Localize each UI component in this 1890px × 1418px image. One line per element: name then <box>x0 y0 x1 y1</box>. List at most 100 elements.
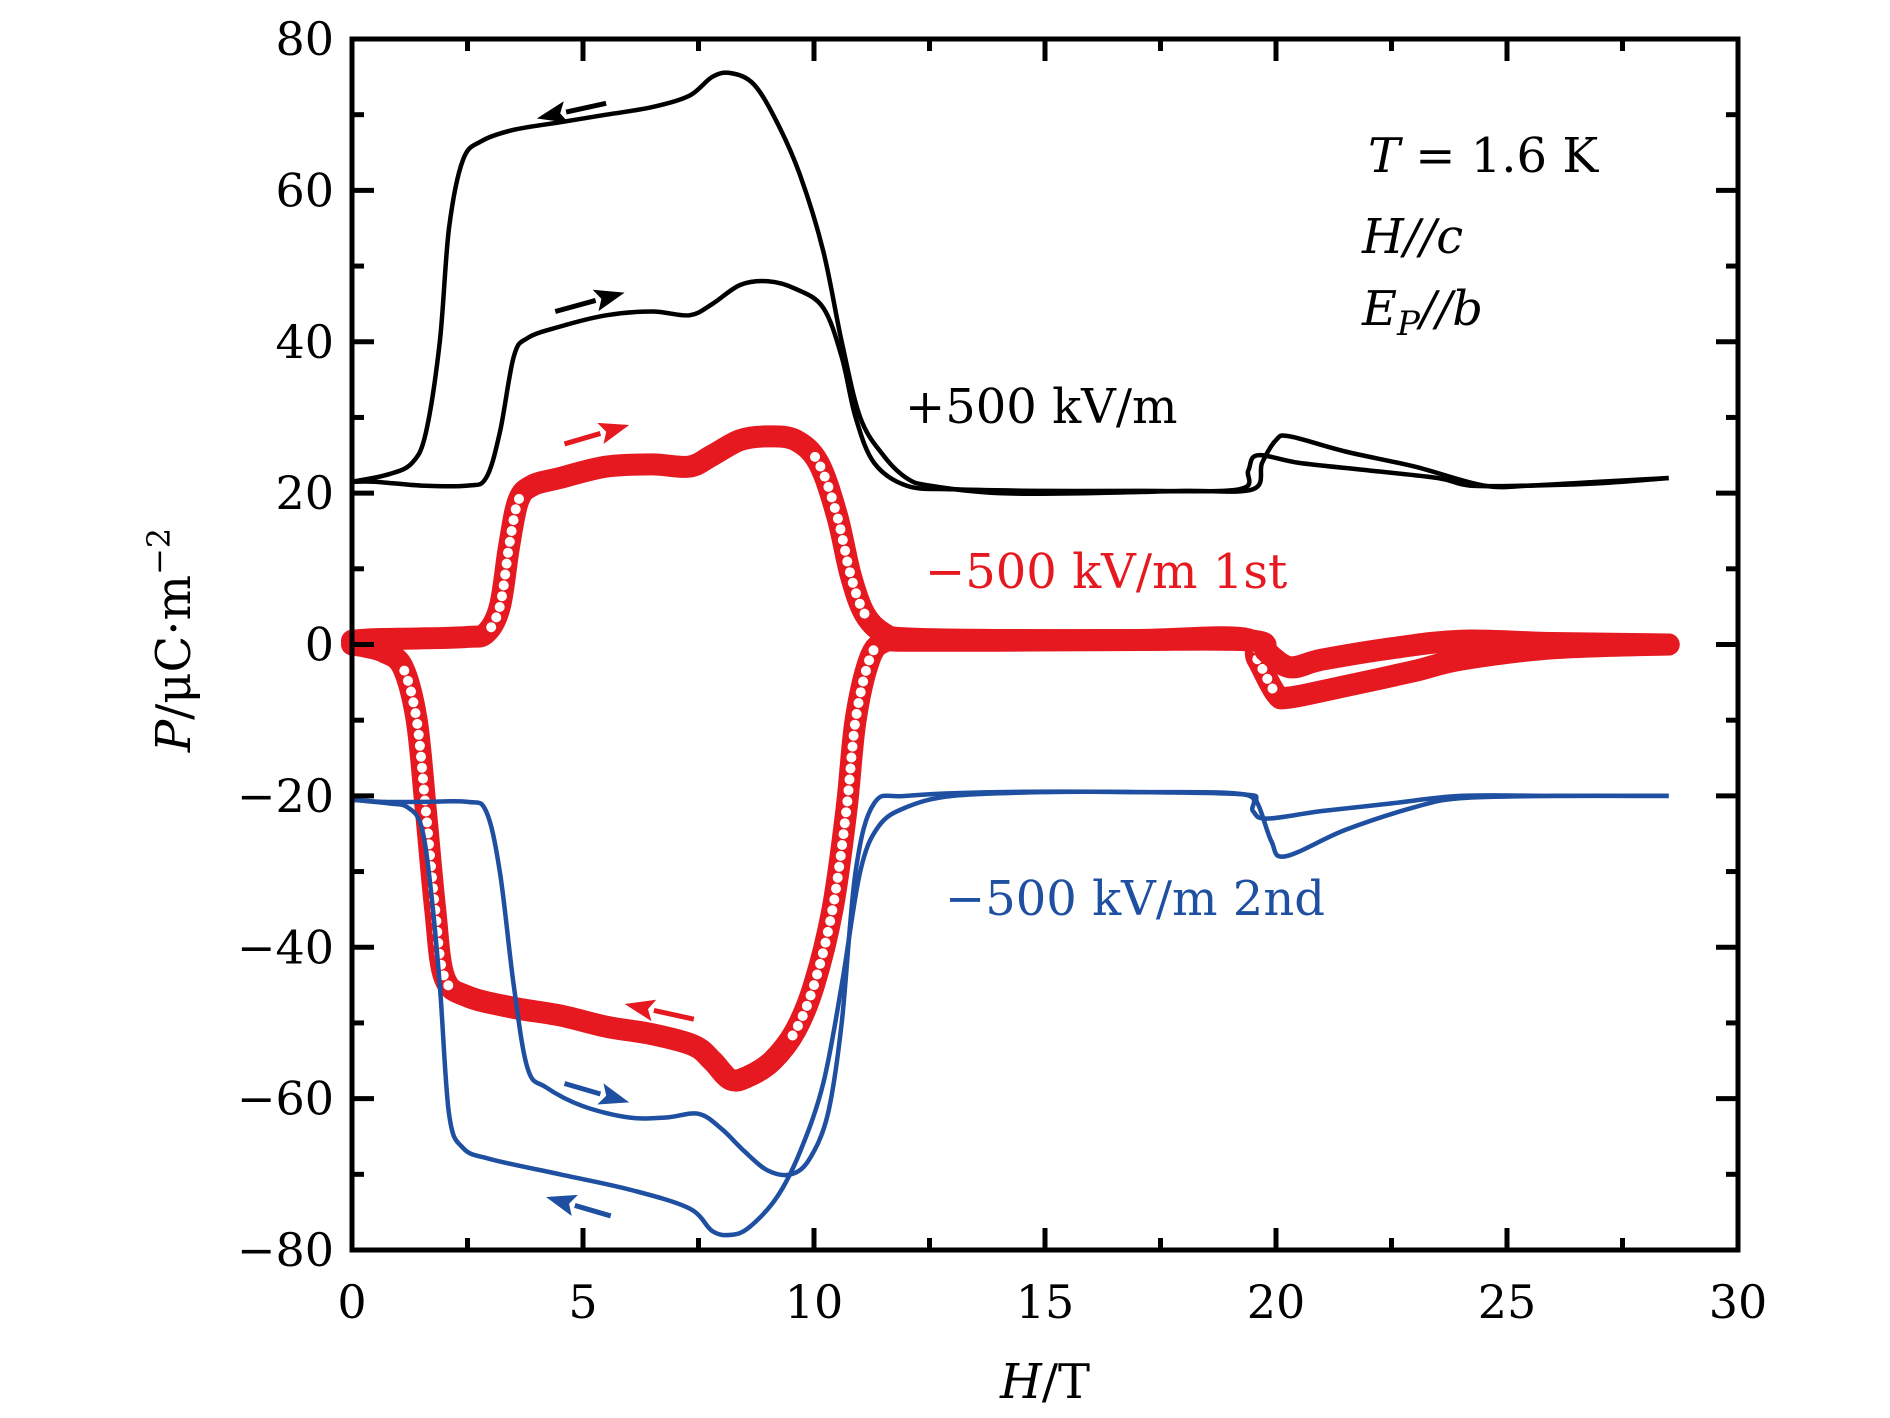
direction-arrow-right <box>554 289 625 314</box>
x-tick-label: 25 <box>1478 1275 1537 1329</box>
data-point-marker <box>847 577 858 588</box>
data-point-marker <box>831 883 841 894</box>
y-tick-label: 80 <box>275 12 334 66</box>
data-point-marker <box>823 481 834 492</box>
data-point-marker <box>837 535 848 545</box>
data-point-marker <box>835 524 846 535</box>
data-point-marker <box>422 817 432 828</box>
data-point-marker <box>859 608 870 619</box>
data-point-marker <box>829 894 840 905</box>
arrow-head <box>624 999 657 1022</box>
data-point-marker <box>399 665 410 676</box>
data-point-marker <box>834 861 845 872</box>
arrow-head <box>597 422 630 444</box>
data-point-marker <box>1267 683 1278 694</box>
series-down-sweep-line <box>341 628 1680 1092</box>
data-point-marker <box>1262 673 1273 684</box>
data-point-marker <box>827 905 838 916</box>
data-point-marker <box>412 718 423 729</box>
data-point-marker <box>817 948 828 959</box>
data-point-marker <box>406 686 416 697</box>
data-point-marker <box>842 796 853 807</box>
data-point-marker <box>500 569 511 580</box>
direction-arrow-right <box>563 1081 630 1105</box>
data-point-marker <box>418 773 428 784</box>
data-point-marker <box>413 729 424 740</box>
data-point-marker <box>851 708 862 719</box>
x-tick-label: 30 <box>1709 1275 1768 1329</box>
x-tick-label: 0 <box>337 1275 366 1329</box>
data-point-marker <box>844 774 855 785</box>
data-point-marker <box>503 547 513 558</box>
data-point-marker <box>494 602 505 612</box>
y-tick-label: −20 <box>237 769 334 823</box>
data-point-marker <box>498 580 509 591</box>
arrow-shaft <box>554 298 597 314</box>
data-point-marker <box>837 840 848 850</box>
data-point-marker <box>815 461 826 472</box>
data-point-marker <box>847 741 858 752</box>
efield-parallel: // <box>1416 281 1457 337</box>
arrow-shaft <box>574 1203 612 1219</box>
data-point-marker <box>838 829 849 840</box>
y-tick-label: 20 <box>275 466 334 520</box>
y-tick-label: −60 <box>237 1072 334 1126</box>
x-tick-label: 20 <box>1247 1275 1306 1329</box>
temperature-annotation: T = 1.6 K <box>1368 128 1599 184</box>
data-point-marker <box>410 708 421 719</box>
x-tick-label: 15 <box>1016 1275 1075 1329</box>
temperature-var: T <box>1368 128 1403 184</box>
data-point-marker <box>408 697 419 708</box>
data-point-marker <box>508 515 519 526</box>
data-point-marker <box>832 513 843 524</box>
direction-arrow-left <box>536 100 607 123</box>
data-point-marker <box>812 969 823 980</box>
data-point-marker <box>514 493 524 504</box>
efield-subscript: P <box>1396 304 1421 344</box>
data-point-marker <box>848 730 859 741</box>
data-point-marker <box>416 751 426 762</box>
data-point-marker <box>858 676 869 687</box>
data-point-marker <box>851 588 861 599</box>
field-parallel: // <box>1400 209 1441 265</box>
direction-arrow-left <box>624 999 695 1022</box>
temperature-value: = 1.6 K <box>1400 128 1599 184</box>
data-point-marker <box>403 675 413 686</box>
data-point-marker <box>854 598 865 609</box>
data-point-marker <box>844 567 855 578</box>
arrow-head <box>546 1194 578 1216</box>
data-point-marker <box>820 937 831 948</box>
arrow-shaft <box>653 1007 695 1022</box>
arrow-layer <box>536 100 695 1219</box>
direction-arrow-right <box>563 422 630 447</box>
field-var: H <box>1361 209 1405 265</box>
tick-layer: 0 5 10 15 20 25 30 −80 −60 −40 −20 0 20 40 60 80 <box>237 12 1767 1329</box>
series-up-sweep-line <box>351 789 1669 1178</box>
arrow-head <box>536 101 569 123</box>
data-point-marker <box>864 655 875 666</box>
data-point-marker <box>845 763 856 774</box>
y-axis-var: P <box>146 719 202 753</box>
data-point-marker <box>497 591 507 602</box>
data-point-marker <box>443 980 454 991</box>
data-point-marker <box>805 990 816 1001</box>
arrow-shaft <box>565 100 607 115</box>
data-point-marker <box>846 752 857 763</box>
y-tick-label: 0 <box>305 618 334 672</box>
data-point-marker <box>491 612 502 623</box>
data-point-marker <box>832 872 843 883</box>
field-axis: c <box>1436 209 1463 265</box>
data-point-marker <box>825 916 836 927</box>
x-tick-label: 5 <box>568 1275 597 1329</box>
arrow-head <box>597 1083 630 1105</box>
data-point-marker <box>849 719 860 730</box>
arrow-shaft <box>563 1081 602 1097</box>
data-point-marker <box>840 545 851 556</box>
data-point-marker <box>801 1000 812 1011</box>
efield-direction-annotation: EP//b <box>1361 281 1483 344</box>
series-down-sweep-line <box>351 789 1669 1238</box>
data-point-marker <box>855 687 866 698</box>
data-point-marker <box>810 451 820 462</box>
arrow-head <box>592 289 625 312</box>
direction-arrow-left <box>546 1194 612 1219</box>
